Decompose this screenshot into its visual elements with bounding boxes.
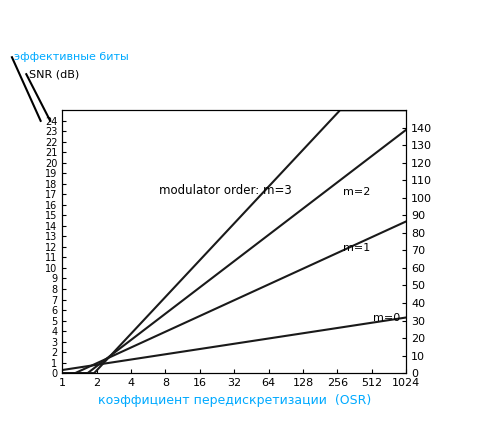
Text: m=0: m=0 (373, 313, 400, 323)
Text: m=2: m=2 (343, 187, 370, 197)
Text: эффективные биты: эффективные биты (14, 52, 129, 62)
Text: SNR (dB): SNR (dB) (29, 69, 79, 79)
Text: m=1: m=1 (343, 243, 370, 253)
X-axis label: коэффициент передискретизации  (OSR): коэффициент передискретизации (OSR) (98, 393, 371, 407)
Text: modulator order: m=3: modulator order: m=3 (159, 184, 291, 197)
